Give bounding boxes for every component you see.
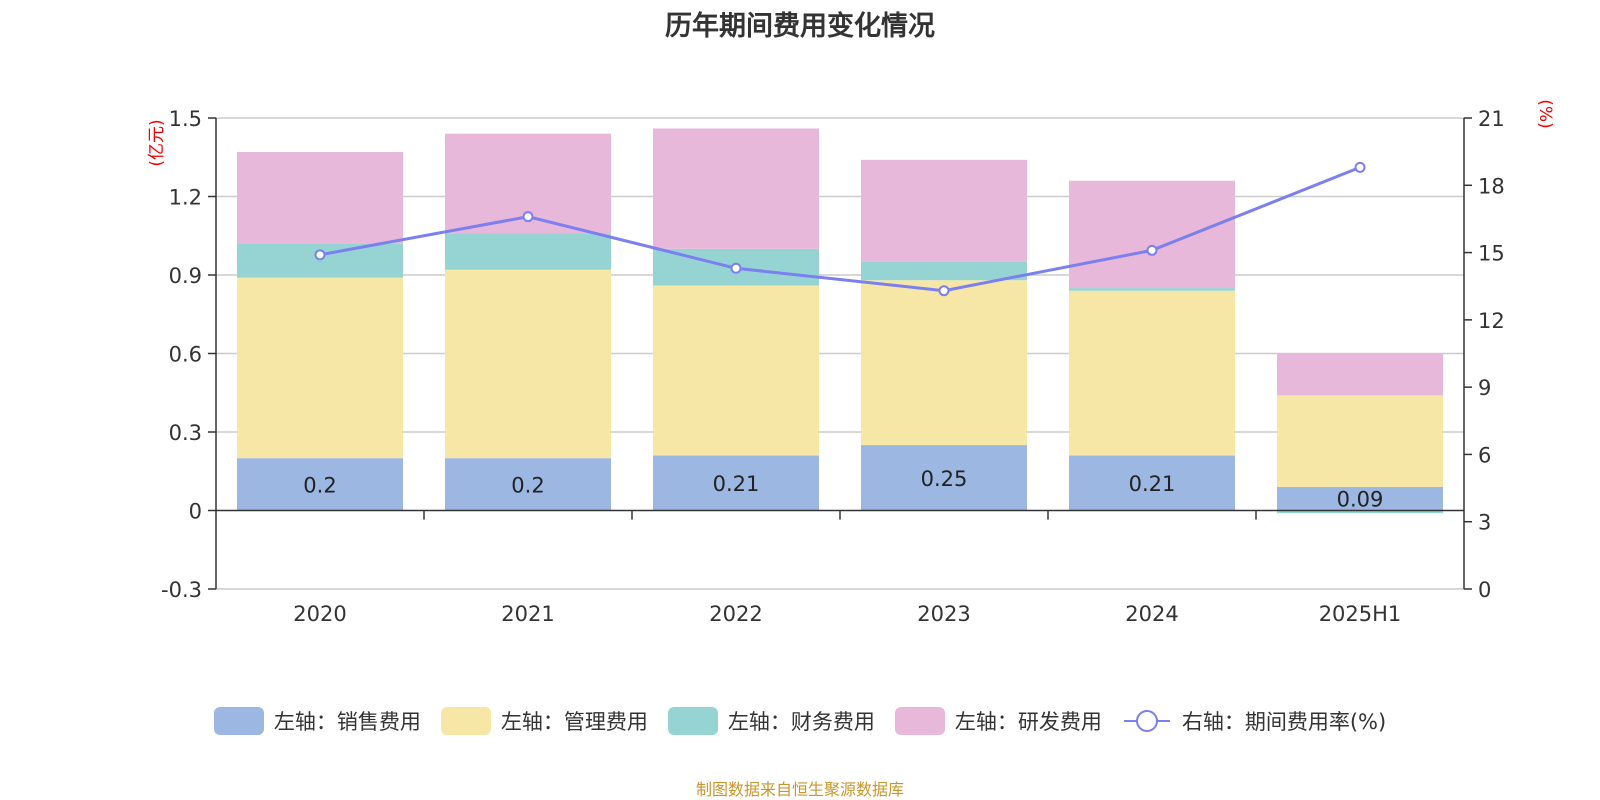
left-axis-tick-label: -0.3 — [161, 578, 202, 602]
bar-segment — [861, 261, 1027, 281]
bar-segment — [1277, 353, 1443, 396]
bar-segment — [237, 152, 403, 244]
left-axis-tick-label: 1.5 — [169, 107, 202, 131]
bar-segment — [653, 455, 819, 511]
expense-rate-point — [1354, 161, 1366, 173]
axis-layer: -0.3 0 0.3 0.6 0.9 1.2 1.5 0 3 6 9 12 15 18 21 2020 2021… — [147, 99, 1555, 626]
legend-item[interactable]: 左轴：财务费用 — [667, 706, 875, 736]
legend-swatch — [667, 707, 718, 735]
right-axis-tick-label: 15 — [1478, 242, 1505, 266]
label-layer: 0.2 0.2 0.21 0.25 0.21 0.09 — [303, 467, 1383, 512]
legend-swatch — [440, 707, 491, 735]
sales-data-label: 0.09 — [1337, 488, 1384, 512]
right-axis-tick-label: 0 — [1478, 578, 1491, 602]
left-axis-tick-label: 1.2 — [169, 186, 202, 210]
legend-swatch — [894, 707, 945, 735]
legend-label: 左轴：管理费用 — [500, 710, 648, 734]
bar-segment — [1069, 288, 1235, 291]
bar-segment — [237, 243, 403, 278]
expense-rate-point — [522, 211, 534, 223]
bar-segment — [861, 445, 1027, 511]
bar-segment — [1277, 395, 1443, 487]
sales-data-label: 0.2 — [511, 473, 544, 497]
bar-segment — [237, 277, 403, 459]
right-axis-tick-label: 21 — [1478, 107, 1505, 131]
legend-item[interactable]: 左轴：销售费用 — [213, 706, 421, 736]
legend-item[interactable]: 左轴：研发费用 — [894, 706, 1102, 736]
bar-segment — [653, 285, 819, 456]
sales-data-label: 0.21 — [1129, 472, 1176, 496]
expense-rate-line — [319, 165, 1361, 293]
bar-segment — [445, 233, 611, 270]
bar-segment — [861, 159, 1027, 262]
bar-segment — [1277, 486, 1443, 511]
right-axis-tick-label: 12 — [1478, 309, 1505, 333]
bar-segment — [1069, 180, 1235, 289]
category-label: 2022 — [709, 602, 762, 626]
right-axis-tick-label: 6 — [1478, 443, 1491, 467]
legend-swatch — [213, 707, 264, 735]
bar-segment — [1069, 290, 1235, 456]
category-label: 2023 — [917, 602, 970, 626]
chart-svg: -0.3 0 0.3 0.6 0.9 1.2 1.5 0 3 6 9 12 15 18 21 2020 2021… — [147, 99, 1555, 626]
expense-rate-point — [314, 249, 326, 261]
right-axis-tick-label: 9 — [1478, 376, 1491, 400]
bar-segment — [445, 458, 611, 511]
legend-label: 左轴：销售费用 — [273, 710, 421, 734]
legend-item[interactable]: 左轴：管理费用 — [440, 706, 648, 736]
bar-layer — [237, 128, 1443, 514]
category-label: 2020 — [293, 602, 346, 626]
right-axis-tick-label: 3 — [1478, 511, 1491, 535]
bar-segment — [445, 269, 611, 459]
left-axis-unit: (亿元) — [147, 119, 167, 166]
legend-label: 左轴：研发费用 — [954, 710, 1102, 734]
source-footer: 制图数据来自恒生聚源数据库 — [695, 780, 904, 799]
right-axis-tick-label: 18 — [1478, 174, 1505, 198]
category-label: 2025H1 — [1319, 602, 1402, 626]
left-axis-tick-label: 0 — [189, 500, 202, 524]
legend-item[interactable]: 右轴：期间费用率(%) — [1122, 706, 1386, 736]
bar-segment — [1277, 510, 1443, 514]
expense-rate-point — [730, 262, 742, 274]
line-layer — [314, 161, 1366, 297]
legend-label: 右轴：期间费用率(%) — [1181, 710, 1387, 734]
bar-segment — [861, 280, 1027, 446]
bar-segment — [653, 128, 819, 249]
bar-segment — [1069, 455, 1235, 511]
chart-title: 历年期间费用变化情况 — [665, 11, 935, 42]
legend: 左轴：销售费用 左轴：管理费用 左轴：财务费用 左轴：研发费用 右轴：期间费用率(%) — [0, 704, 1600, 738]
left-axis-tick-label: 0.9 — [169, 264, 202, 288]
right-axis-unit: (%) — [1535, 99, 1555, 128]
expense-rate-point — [1146, 244, 1158, 256]
left-axis-tick-label: 0.3 — [169, 421, 202, 445]
category-label: 2024 — [1125, 602, 1178, 626]
sales-data-label: 0.2 — [303, 473, 336, 497]
legend-label: 左轴：财务费用 — [727, 710, 875, 734]
legend-swatch — [1123, 710, 1170, 732]
bar-segment — [237, 458, 403, 511]
category-label: 2021 — [501, 602, 554, 626]
left-axis-tick-label: 0.6 — [169, 343, 202, 367]
sales-data-label: 0.25 — [921, 467, 968, 491]
expense-rate-point — [938, 285, 950, 297]
sales-data-label: 0.21 — [713, 472, 760, 496]
grid-layer — [216, 117, 1464, 590]
